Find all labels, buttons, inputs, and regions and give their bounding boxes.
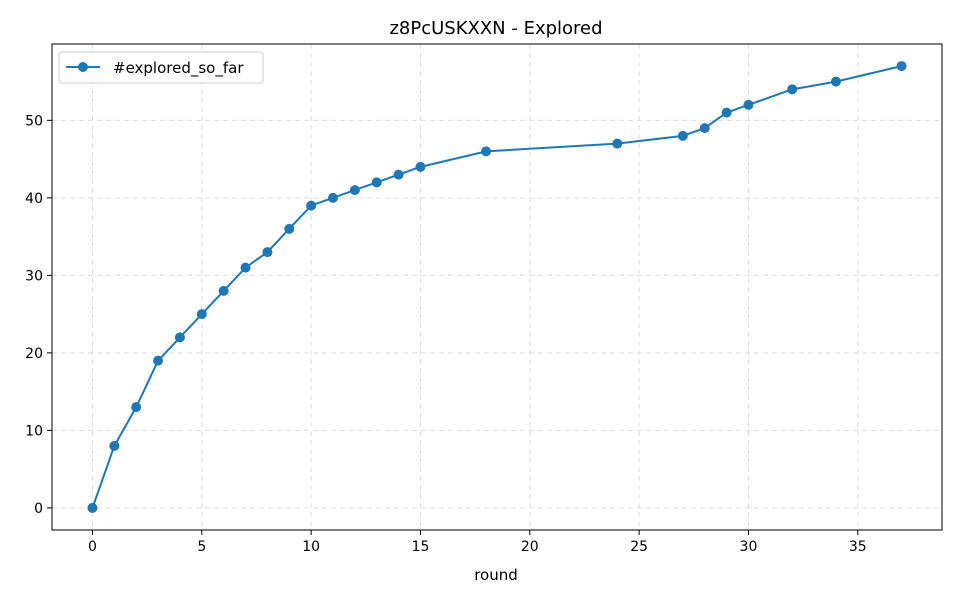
y-tick-label: 30 [25,268,43,284]
plot-frame [51,43,943,531]
data-point [787,84,798,95]
data-point [481,146,492,157]
x-tick-label: 30 [740,539,758,555]
data-point [327,192,338,203]
x-tick-label: 35 [849,539,867,555]
data-point [240,262,251,273]
legend-marker-swatch [78,62,88,72]
legend-label: #explored_so_far [113,59,244,78]
data-point [830,76,841,87]
y-tick-label: 50 [25,113,43,129]
y-axis: 0 10 20 30 40 50 [25,113,52,517]
x-tick-label: 5 [197,539,206,555]
x-axis-label: round [474,566,518,584]
y-tick-label: 0 [34,501,43,517]
data-point [218,285,229,296]
data-point [393,169,404,180]
legend-box [58,51,264,84]
data-point [415,161,426,172]
series-layer [87,61,907,513]
y-tick-label: 20 [25,346,43,362]
x-tick-label: 15 [412,539,430,555]
data-point [306,200,317,211]
y-tick-label: 40 [25,191,43,207]
x-tick-label: 0 [88,539,97,555]
data-point [699,123,710,134]
data-point [284,223,295,234]
data-point [896,61,907,72]
data-point [612,138,623,149]
series-line [91,65,902,509]
data-point [262,247,273,258]
x-tick-label: 10 [302,539,320,555]
data-point [721,107,732,118]
data-point [153,355,164,366]
data-point [174,332,185,343]
data-point [371,177,382,188]
y-tick-label: 10 [25,423,43,439]
x-tick-label: 20 [521,539,539,555]
data-point [196,309,207,320]
data-point [677,130,688,141]
data-point [87,502,98,513]
x-tick-label: 25 [630,539,648,555]
chart-title: z8PcUSKXXN - Explored [389,18,602,39]
data-point [349,185,360,196]
data-point [131,402,142,413]
data-point [743,99,754,110]
x-axis: 0 5 10 15 20 25 30 35 [88,530,867,555]
data-point [109,440,120,451]
grid [52,44,942,530]
legend: #explored_so_far [58,51,264,84]
